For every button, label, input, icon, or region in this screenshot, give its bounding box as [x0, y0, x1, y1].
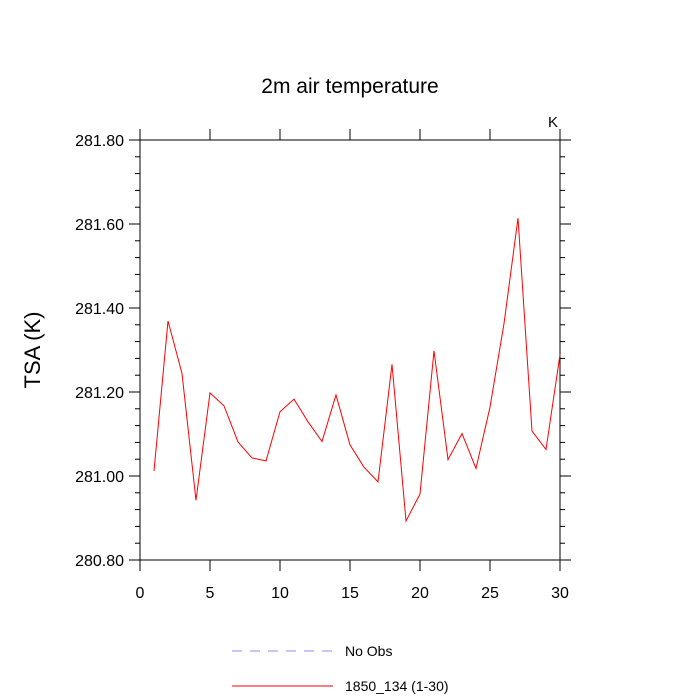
- y-tick-label: 281.60: [75, 217, 124, 234]
- x-tick-label: 20: [411, 585, 429, 602]
- legend-label: No Obs: [345, 643, 392, 659]
- legend-label: 1850_134 (1-30): [345, 678, 449, 694]
- chart-title: 2m air temperature: [261, 75, 438, 98]
- x-tick-label: 30: [551, 585, 569, 602]
- x-tick-label: 5: [206, 585, 215, 602]
- legend: No Obs 1850_134 (1-30): [232, 643, 449, 694]
- x-tick-label: 15: [341, 585, 359, 602]
- y-tick-label: 281.80: [75, 133, 124, 150]
- units-label: K: [548, 114, 558, 131]
- y-tick-label: 281.00: [75, 469, 124, 486]
- plot-frame: [139, 139, 561, 561]
- x-tick-label: 0: [136, 585, 145, 602]
- series-layer: [153, 218, 561, 523]
- axes: 0 5 10 15 20 25 30 280.80 281.00 281.20 281.40 281.…: [75, 129, 571, 602]
- y-tick-label: 281.20: [75, 385, 124, 402]
- y-tick-label: 280.80: [75, 553, 124, 570]
- x-tick-label: 25: [481, 585, 499, 602]
- y-axis-label: TSA (K): [20, 311, 45, 388]
- y-tick-label: 281.40: [75, 301, 124, 318]
- series-line: [153, 218, 561, 523]
- x-tick-label: 10: [271, 585, 289, 602]
